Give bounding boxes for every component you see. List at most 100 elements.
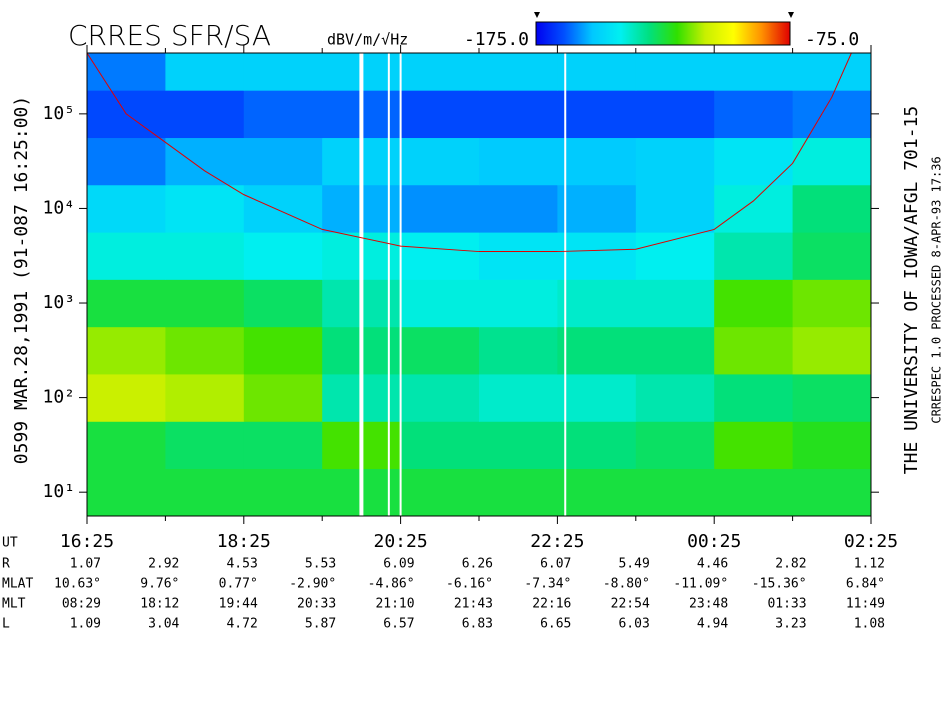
heat-cell: [714, 184, 794, 233]
ephemeris-value: 4.46: [697, 557, 728, 572]
heat-cell: [400, 184, 480, 233]
heat-cell: [87, 421, 166, 469]
ephemeris-value: 22:54: [611, 597, 650, 612]
ephemeris-value: 4.53: [226, 557, 257, 572]
heat-cell: [479, 53, 558, 91]
heat-cell: [243, 468, 323, 517]
ephemeris-value: 5.87: [305, 617, 336, 632]
heat-cell: [479, 373, 558, 422]
heat-cell: [714, 279, 794, 328]
ephemeris-label: L: [2, 617, 10, 632]
x-tick-label: 16:25: [60, 531, 114, 552]
ephemeris-value: 18:12: [140, 597, 179, 612]
ephemeris-value: 0.77°: [219, 577, 258, 592]
spectrogram: [87, 53, 872, 517]
heat-cell: [243, 184, 323, 233]
heat-cell: [400, 279, 480, 328]
heat-cell: [165, 53, 245, 91]
right-sublabel: CRRESPEC 1.0 PROCESSED 8-APR-93 17:36: [930, 156, 944, 423]
heat-cell: [87, 53, 166, 91]
ephemeris-value: -8.80°: [603, 577, 650, 592]
heat-cell: [635, 184, 715, 233]
heat-cell: [714, 373, 794, 422]
ephemeris-value: 4.72: [226, 617, 257, 632]
heat-cell: [792, 137, 872, 186]
heat-cell: [87, 326, 166, 375]
heat-cell: [635, 468, 715, 517]
ephemeris-value: -15.36°: [752, 577, 807, 592]
heat-cell: [557, 373, 637, 422]
ephemeris-value: 21:10: [375, 597, 414, 612]
colorbar-marker: [534, 12, 794, 18]
heat-cell: [400, 90, 480, 139]
x-tick-label: 00:25: [687, 531, 741, 552]
heat-cell: [87, 279, 166, 328]
heat-cell: [714, 421, 794, 469]
ephemeris-value: 21:43: [454, 597, 493, 612]
ephemeris-value: 6.57: [383, 617, 414, 632]
heat-cell: [635, 326, 715, 375]
heat-cell: [792, 326, 872, 375]
heat-cell: [557, 326, 637, 375]
heat-cell: [400, 232, 480, 280]
heat-cell: [635, 53, 715, 91]
chart-title: CRRES SFR/SA: [68, 19, 271, 52]
heat-cell: [557, 53, 637, 91]
ephemeris-value: 6.09: [383, 557, 414, 572]
heat-cell: [557, 90, 637, 139]
ephemeris-value: 1.12: [854, 557, 885, 572]
ephemeris-value: 2.92: [148, 557, 179, 572]
heat-cell: [165, 90, 245, 139]
ephemeris-value: 3.23: [775, 617, 806, 632]
ephemeris-value: 9.76°: [140, 577, 179, 592]
heat-cell: [165, 373, 245, 422]
heat-cell: [165, 326, 245, 375]
ephemeris-value: -7.34°: [524, 577, 571, 592]
y-tick-label: 10⁴: [42, 197, 75, 218]
ephemeris-label: R: [2, 557, 10, 572]
ephemeris-value: 1.08: [854, 617, 885, 632]
colorbar: [535, 21, 791, 46]
ephemeris-label: MLT: [2, 597, 26, 612]
heat-cell: [479, 184, 558, 233]
heat-cell: [165, 279, 245, 328]
ephemeris-value: -6.16°: [446, 577, 493, 592]
x-tick-label: 20:25: [374, 531, 428, 552]
ephemeris-value: 6.65: [540, 617, 571, 632]
heat-cell: [635, 232, 715, 280]
ephemeris-label: MLAT: [2, 577, 33, 592]
heat-cell: [87, 137, 166, 186]
heat-cell: [557, 468, 637, 517]
ephemeris-value: 1.07: [70, 557, 101, 572]
heat-cell: [165, 137, 245, 186]
heat-cell: [792, 90, 872, 139]
x-tick-label: 22:25: [530, 531, 584, 552]
heat-cell: [714, 90, 794, 139]
heat-cell: [635, 137, 715, 186]
ephemeris-value: 6.84°: [846, 577, 885, 592]
heat-cell: [792, 184, 872, 233]
heat-cell: [792, 468, 872, 517]
heat-cell: [714, 232, 794, 280]
heat-cell: [243, 421, 323, 469]
heat-cell: [635, 421, 715, 469]
heat-cell: [714, 468, 794, 517]
y-tick-label: 10³: [42, 292, 75, 313]
ephemeris-value: 20:33: [297, 597, 336, 612]
heat-cell: [400, 326, 480, 375]
right-label: THE UNIVERSITY OF IOWA/AFGL 701-15: [901, 106, 922, 474]
y-tick-label: 10²: [42, 387, 75, 408]
overlay: [359, 53, 567, 516]
heat-cell: [557, 421, 637, 469]
heat-cell: [165, 232, 245, 280]
ephemeris-value: 10.63°: [54, 577, 101, 592]
heat-cell: [165, 468, 245, 517]
heat-cell: [557, 137, 637, 186]
heat-cell: [243, 373, 323, 422]
heat-cell: [792, 373, 872, 422]
ephemeris-value: 1.09: [70, 617, 101, 632]
heat-cell: [165, 421, 245, 469]
ephemeris-value: 6.26: [462, 557, 493, 572]
heat-cell: [635, 90, 715, 139]
